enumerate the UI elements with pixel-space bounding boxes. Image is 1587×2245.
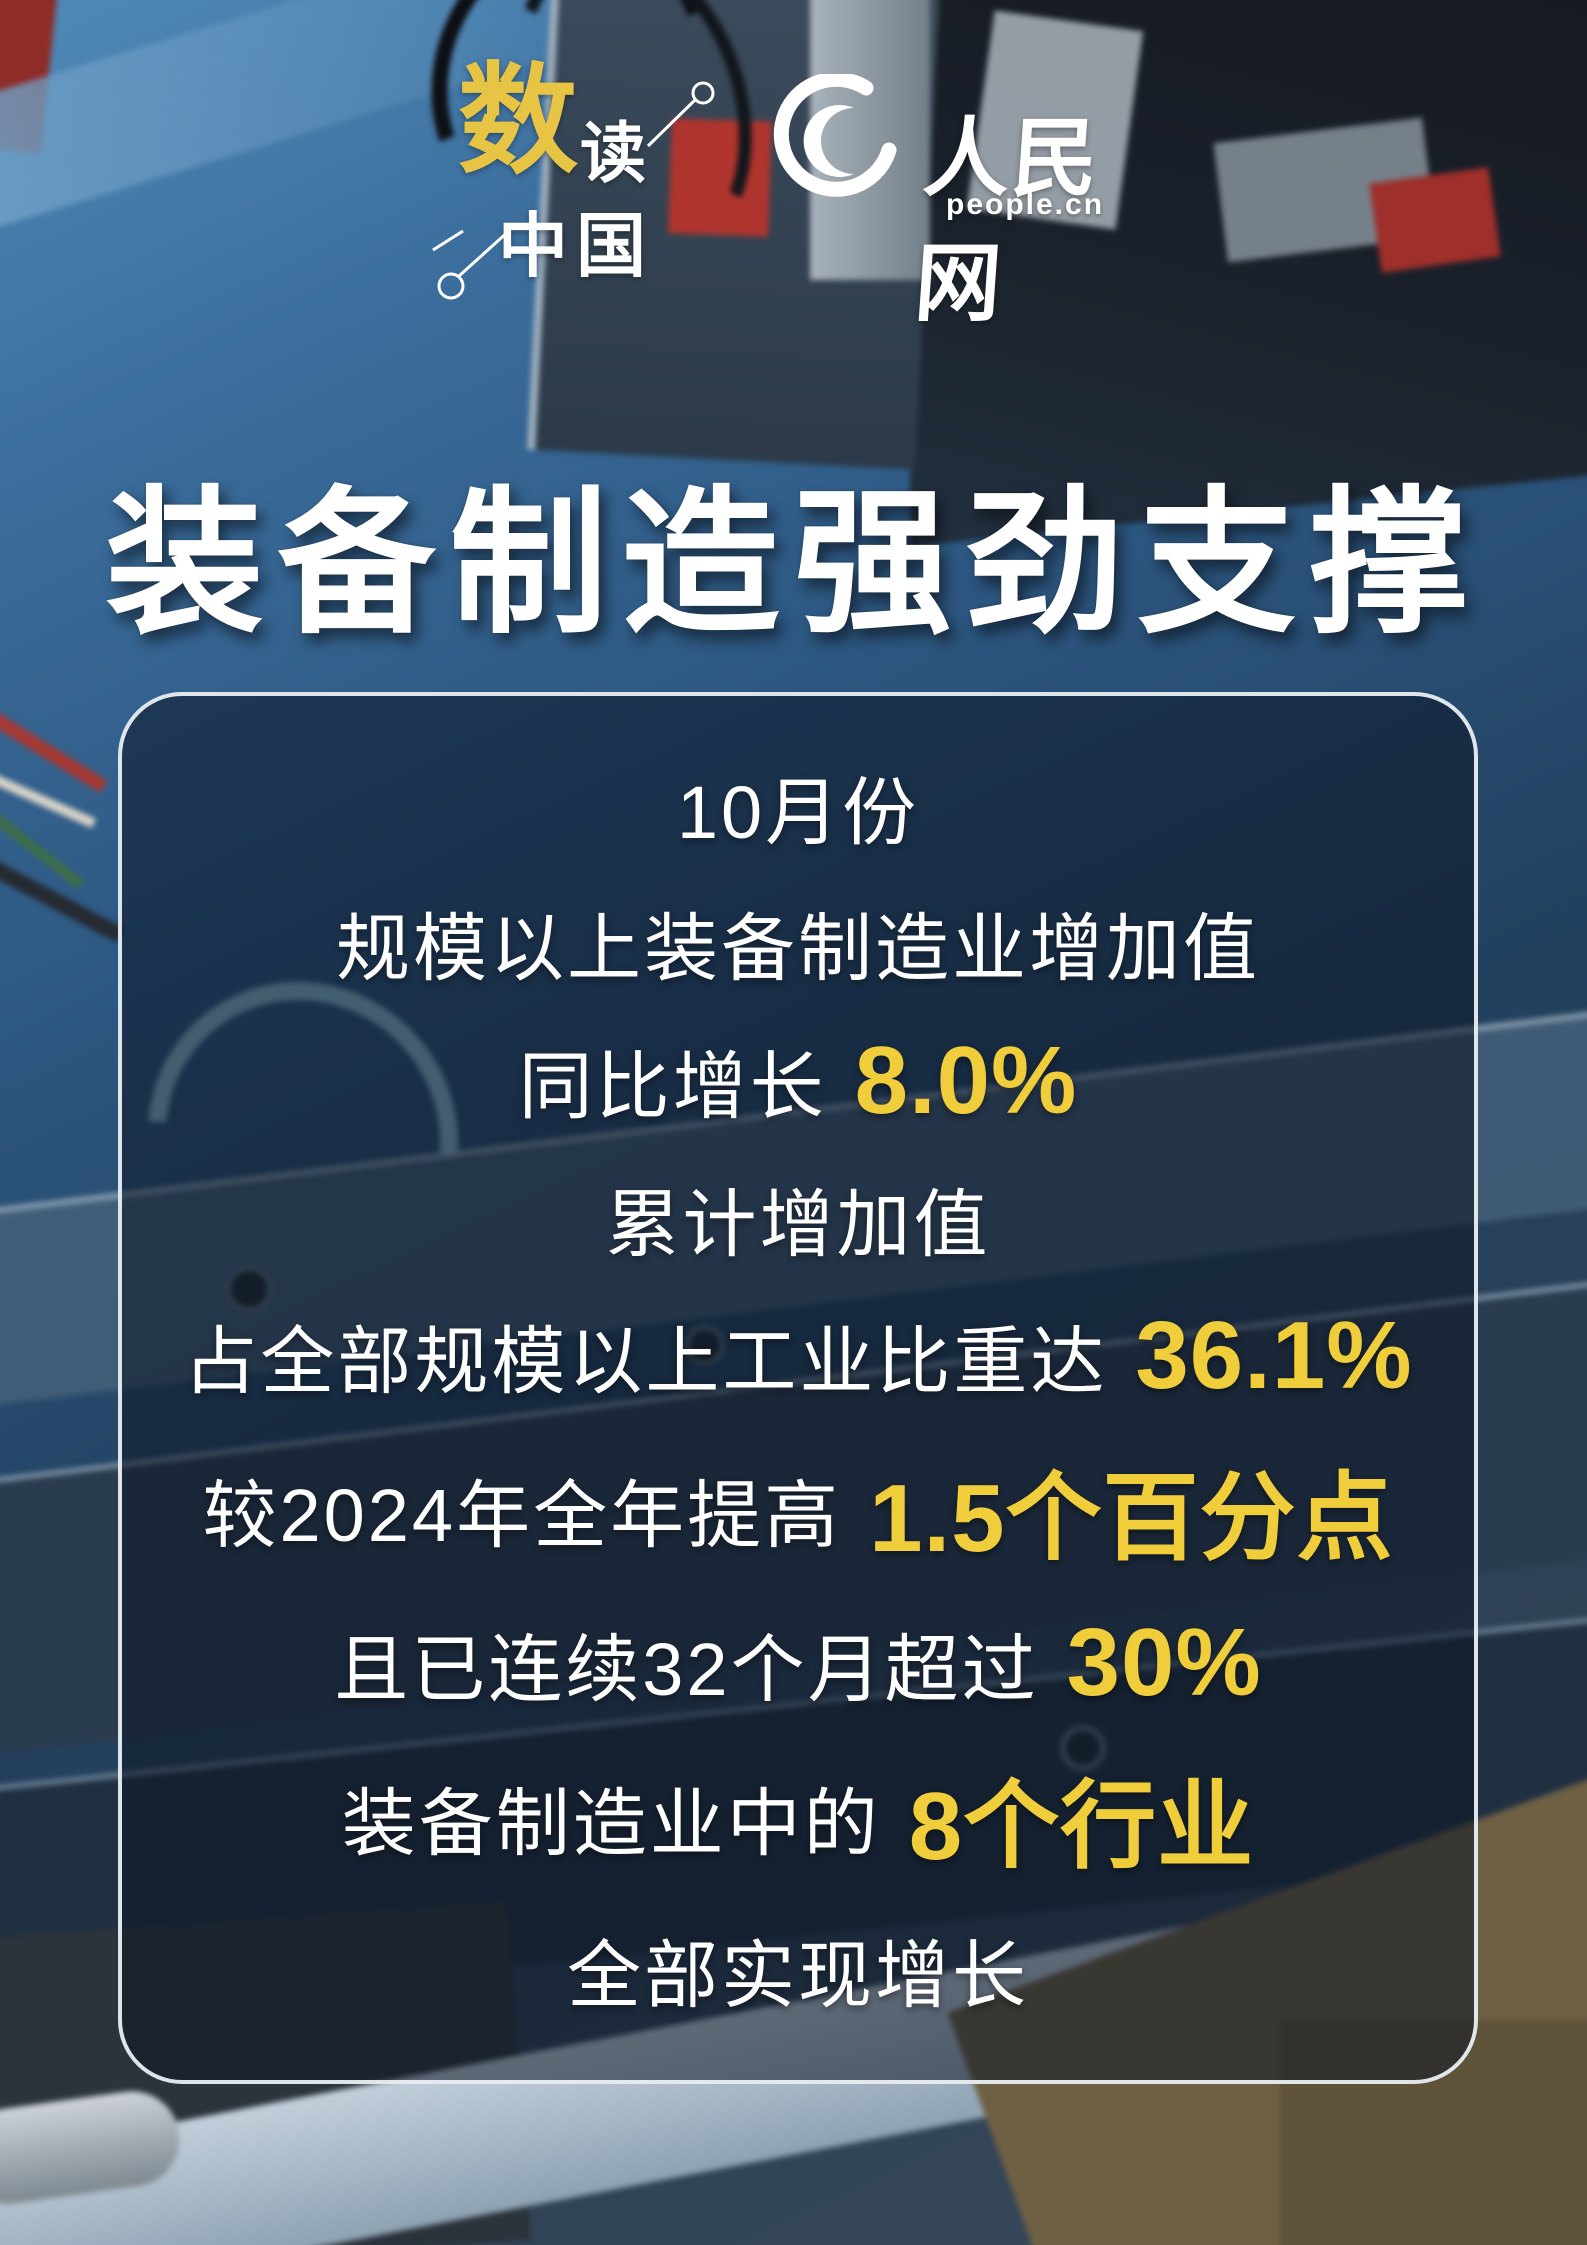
stat-highlight: 36.1% [1135, 1301, 1413, 1409]
people-cn-logo: 人民网 people.cn [768, 66, 1148, 334]
machinery-shape [810, 0, 930, 280]
stat-text: 且已连续32个月超过 [334, 1627, 1039, 1711]
brand-chars-zhongguo: 中国 [498, 207, 654, 285]
stat-text: 装备制造业中的 [341, 1781, 881, 1865]
people-cn-moon-icon [773, 74, 897, 197]
stat-line-eight-industries: 装备制造业中的 8个行业 [146, 1748, 1450, 1887]
brand-char-shu: 数 [458, 54, 578, 188]
stat-line-added-value: 规模以上装备制造业增加值 [146, 889, 1450, 996]
people-cn-domain: people.cn [946, 188, 1105, 221]
stat-highlight: 8.0% [854, 1026, 1078, 1134]
stat-text: 同比增长 [518, 1045, 827, 1129]
machinery-shape [1369, 167, 1501, 273]
stat-highlight: 30% [1066, 1609, 1262, 1717]
stat-text: 占全部规模以上工业比重达 [183, 1320, 1108, 1404]
shudu-zhongguo-logo: 数 读 中国 [432, 54, 748, 300]
stat-highlight: 8个行业 [908, 1772, 1255, 1880]
stat-line-industry-share: 占全部规模以上工业比重达 36.1% [146, 1301, 1450, 1411]
stat-text: 规模以上装备制造业增加值 [336, 907, 1260, 991]
stat-text: 全部实现增长 [567, 1933, 1029, 2017]
page-title: 装备制造强劲支撑 [105, 475, 1482, 652]
wire-shape [0, 701, 108, 793]
stat-line-cumulative: 累计增加值 [146, 1165, 1450, 1272]
stat-highlight: 1.5个百分点 [869, 1465, 1394, 1573]
brand-char-du: 读 [580, 116, 646, 190]
stat-text: 10月份 [676, 771, 920, 855]
stat-text: 较2024年全年提高 [202, 1474, 842, 1558]
stat-line-all-growth: 全部实现增长 [146, 1916, 1450, 2023]
stat-line-consecutive-months: 且已连续32个月超过 30% [146, 1608, 1450, 1718]
circuit-line-icon [432, 81, 715, 300]
stat-text: 累计增加值 [605, 1182, 991, 1266]
stat-line-yoy-growth: 同比增长 8.0% [146, 1026, 1450, 1136]
stat-line-month: 10月份 [146, 753, 1450, 860]
stats-panel: 10月份 规模以上装备制造业增加值 同比增长 8.0% 累计增加值 占全部规模以… [118, 692, 1478, 2084]
stat-line-vs-2024: 较2024年全年提高 1.5个百分点 [146, 1440, 1450, 1579]
